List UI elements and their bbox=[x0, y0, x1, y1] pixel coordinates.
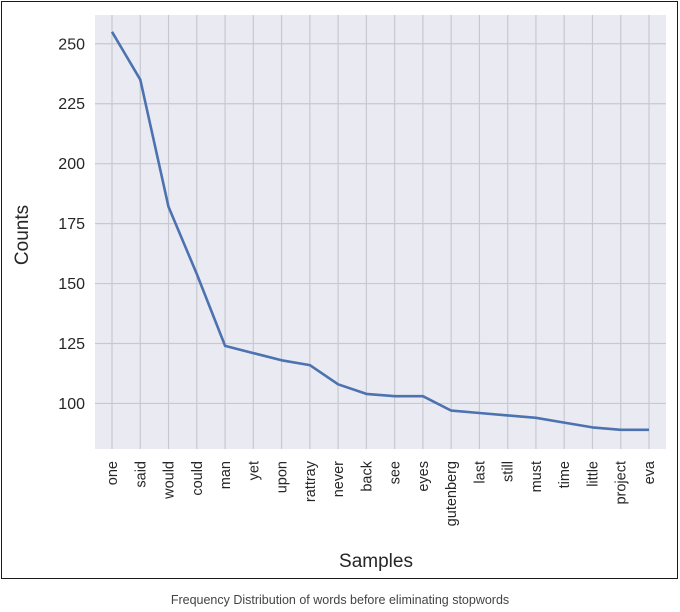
x-tick-label: yet bbox=[246, 461, 262, 480]
x-tick-label: one bbox=[105, 461, 121, 485]
x-tick-label: project bbox=[614, 461, 630, 505]
x-tick-label: upon bbox=[275, 461, 291, 493]
x-tick-label: eva bbox=[642, 460, 658, 484]
x-tick-label: rattray bbox=[303, 460, 319, 502]
x-tick-labels: one said would could man yet upon rattray never b… bbox=[105, 460, 658, 526]
x-tick-label: gutenberg bbox=[444, 461, 460, 526]
x-tick-label: see bbox=[388, 461, 404, 484]
x-tick-label: could bbox=[190, 461, 206, 496]
figure-caption: Frequency Distribution of words before e… bbox=[170, 593, 510, 607]
y-tick-label: 175 bbox=[58, 216, 85, 233]
x-tick-label: never bbox=[331, 461, 347, 497]
y-tick-label: 225 bbox=[58, 96, 85, 113]
y-tick-label: 150 bbox=[58, 276, 85, 293]
y-tick-label: 250 bbox=[58, 36, 85, 53]
x-tick-label: said bbox=[133, 461, 149, 488]
x-tick-label: must bbox=[529, 461, 545, 492]
series-line bbox=[110, 31, 649, 432]
x-tick-label: last bbox=[472, 461, 488, 484]
y-tick-label: 200 bbox=[58, 156, 85, 173]
x-tick-label: little bbox=[585, 461, 601, 487]
y-tick-label: 100 bbox=[58, 396, 85, 413]
vertical-gridlines bbox=[111, 15, 650, 449]
x-tick-label: still bbox=[501, 461, 517, 482]
x-axis-label: Samples bbox=[339, 551, 413, 572]
plot-area bbox=[95, 15, 666, 449]
horizontal-gridlines bbox=[95, 43, 666, 405]
x-tick-label: would bbox=[162, 461, 178, 500]
y-tick-label: 125 bbox=[58, 336, 85, 353]
y-axis-label: Counts bbox=[12, 205, 33, 265]
x-tick-label: eyes bbox=[416, 461, 432, 492]
x-tick-label: time bbox=[557, 461, 573, 488]
x-tick-label: man bbox=[218, 461, 234, 489]
figure-frame: 100 125 150 175 200 225 250 one said would could m… bbox=[1, 1, 678, 579]
y-tick-labels: 100 125 150 175 200 225 250 bbox=[58, 36, 85, 413]
x-tick-label: back bbox=[359, 460, 375, 491]
